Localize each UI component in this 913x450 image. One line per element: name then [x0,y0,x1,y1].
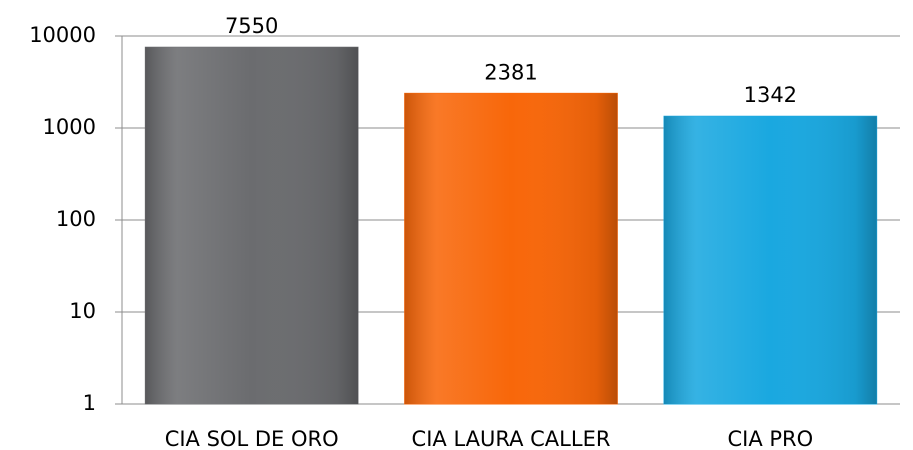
data-label: 1342 [744,83,797,107]
y-tick-label: 1 [83,391,96,415]
data-label: 2381 [484,60,537,84]
y-tick-label: 10 [69,299,96,323]
x-tick-label: CIA LAURA CALLER [412,427,611,450]
x-tick-label: CIA SOL DE ORO [165,427,339,450]
y-tick-label: 10000 [29,23,96,47]
bar-shade [664,116,877,404]
data-label: 7550 [225,14,278,38]
x-tick-label: CIA PRO [727,427,813,450]
bar-shade [145,47,358,404]
y-tick-label: 1000 [43,115,96,139]
bar-shade [404,93,618,404]
y-tick-label: 100 [56,207,96,231]
